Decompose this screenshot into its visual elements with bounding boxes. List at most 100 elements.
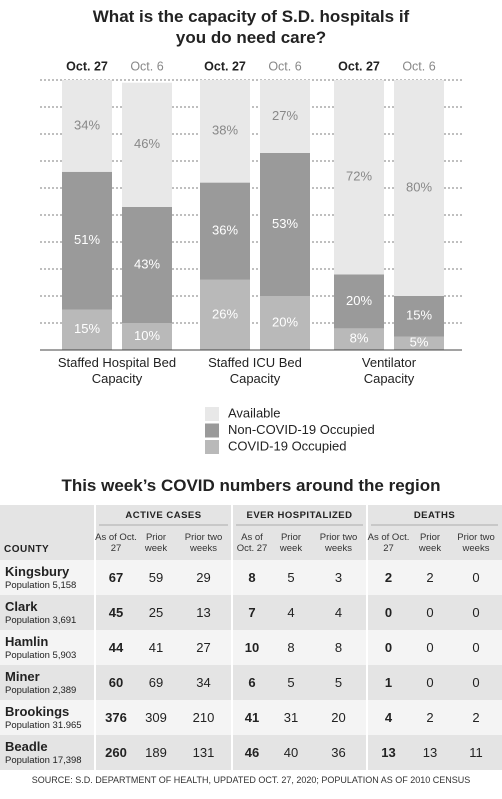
bar-segment xyxy=(62,309,112,350)
table-value: 4 xyxy=(287,605,295,620)
value-label: 26% xyxy=(212,306,238,321)
bar-segment xyxy=(260,152,310,296)
value-label: 20% xyxy=(346,293,372,308)
table-value: 2 xyxy=(384,570,393,585)
table-value: 131 xyxy=(192,745,215,760)
column-header: Prior two weeks xyxy=(457,531,495,554)
column-header: As of Oct. 27 xyxy=(236,531,268,554)
table-value: 6 xyxy=(248,675,256,690)
category-label: Ventilator Capacity xyxy=(361,355,417,386)
legend-label: Available xyxy=(228,405,281,420)
bar-label: Oct. 6 xyxy=(268,59,301,73)
table-value: 376 xyxy=(105,710,127,725)
table-value: 13 xyxy=(381,745,396,760)
row-bg xyxy=(0,735,502,770)
table-value: 13 xyxy=(196,605,211,620)
column-header: Prior two weeks xyxy=(184,531,223,554)
table-title: This week’s COVID numbers around the reg… xyxy=(61,476,441,495)
table-value: 20 xyxy=(331,710,346,725)
row-bg xyxy=(0,630,502,665)
table-value: 59 xyxy=(148,570,164,585)
value-label: 36% xyxy=(212,223,238,238)
value-label: 5% xyxy=(410,335,429,350)
bar-segment xyxy=(334,328,384,350)
bar-segment xyxy=(200,279,250,350)
legend-label: Non-COVID-19 Occupied xyxy=(228,422,375,437)
column-header: As of Oct. 27 xyxy=(95,531,137,554)
row-bg xyxy=(0,560,502,595)
column-header: As of Oct. 27 xyxy=(367,531,410,554)
table-value: 25 xyxy=(148,605,164,620)
table-value: 13 xyxy=(422,745,438,760)
bar-segment xyxy=(394,80,444,296)
bar-label: Oct. 27 xyxy=(66,59,108,73)
county-header: COUNTY xyxy=(4,543,50,555)
bar-label: Oct. 6 xyxy=(402,59,435,73)
county-population: Population 2,389 xyxy=(5,685,77,696)
table-value: 0 xyxy=(426,675,434,690)
value-label: 43% xyxy=(134,256,160,271)
county-name: Miner xyxy=(5,668,40,684)
table-value: 10 xyxy=(244,640,260,655)
value-label: 51% xyxy=(74,232,100,247)
table-value: 0 xyxy=(384,640,393,655)
group-header: EVER HOSPITALIZED xyxy=(246,509,353,521)
table-value: 0 xyxy=(472,675,480,690)
category-label: Staffed Hospital Bed Capacity xyxy=(57,355,177,386)
table-value: 0 xyxy=(472,570,480,585)
value-label: 46% xyxy=(134,136,160,151)
table-value: 36 xyxy=(331,745,346,760)
bar-segment xyxy=(122,82,172,207)
table-value: 29 xyxy=(196,570,211,585)
value-label: 15% xyxy=(406,308,432,323)
table-value: 7 xyxy=(248,605,256,620)
table-value: 8 xyxy=(287,640,295,655)
bar-segment xyxy=(394,336,444,350)
row-bg xyxy=(0,700,502,735)
chart-title: What is the capacity of S.D. hospitals i… xyxy=(92,7,410,47)
county-population: Population 5,158 xyxy=(5,580,77,591)
source-note: SOURCE: S.D. DEPARTMENT OF HEALTH, UPDAT… xyxy=(31,775,471,785)
row-bg xyxy=(0,665,502,700)
legend-label: COVID-19 Occupied xyxy=(228,438,347,453)
table-value: 0 xyxy=(472,640,480,655)
column-header: Prior two weeks xyxy=(319,531,358,554)
bar-segment xyxy=(394,296,444,337)
county-name: Hamlin xyxy=(5,633,49,649)
value-label: 80% xyxy=(406,179,432,194)
bar-segment xyxy=(260,296,310,350)
table-value: 34 xyxy=(196,675,211,690)
table-value: 309 xyxy=(145,710,167,725)
county-name: Beadle xyxy=(5,738,48,754)
county-population: Population 17,398 xyxy=(5,755,82,766)
group-header: ACTIVE CASES xyxy=(125,509,202,521)
table-value: 0 xyxy=(472,605,480,620)
county-name: Kingsbury xyxy=(5,563,70,579)
table-header-bg xyxy=(0,505,502,560)
table-value: 5 xyxy=(334,675,343,690)
bar-segment xyxy=(62,171,112,310)
table-value: 69 xyxy=(148,675,164,690)
table-value: 4 xyxy=(384,710,393,725)
bar-segment xyxy=(200,80,250,183)
county-name: Brookings xyxy=(5,703,70,719)
table-value: 31 xyxy=(283,710,299,725)
value-label: 38% xyxy=(212,123,238,138)
legend-swatch xyxy=(205,440,219,454)
table-value: 8 xyxy=(334,640,343,655)
value-label: 34% xyxy=(74,117,100,132)
table-value: 0 xyxy=(426,640,434,655)
county-population: Population 31.965 xyxy=(5,720,82,731)
bar-segment xyxy=(122,206,172,323)
value-label: 72% xyxy=(346,169,372,184)
table-value: 8 xyxy=(248,570,256,585)
row-bg xyxy=(0,595,502,630)
value-label: 20% xyxy=(272,314,298,329)
county-population: Population 3,691 xyxy=(5,615,77,626)
table-value: 1 xyxy=(384,675,393,690)
table-value: 0 xyxy=(426,605,434,620)
bar-segment xyxy=(334,80,384,275)
bar-label: Oct. 27 xyxy=(338,59,380,73)
table-value: 4 xyxy=(334,605,343,620)
